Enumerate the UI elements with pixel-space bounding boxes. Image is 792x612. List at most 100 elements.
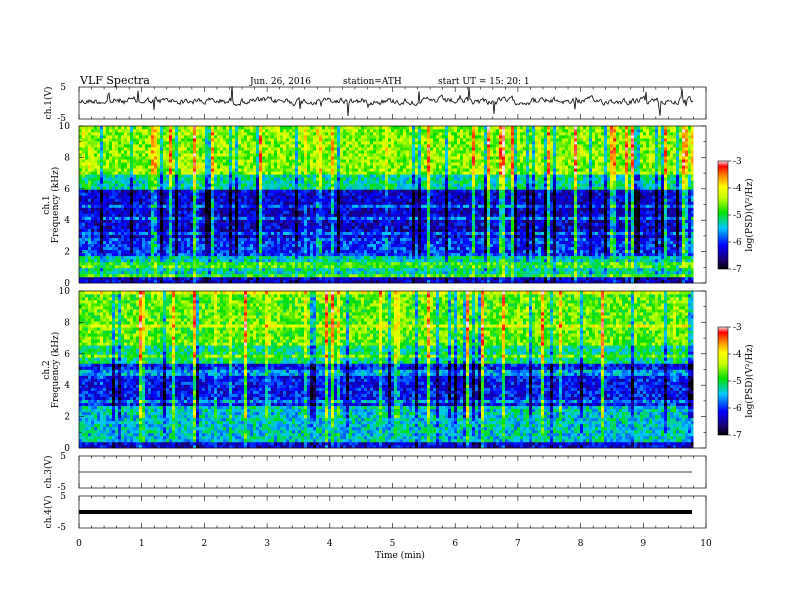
spectrogram-cell (589, 240, 592, 245)
spectrogram-cell (589, 255, 592, 260)
spectrogram-cell (664, 264, 667, 269)
spectrogram-cell (289, 270, 292, 275)
spectrogram-cell (166, 234, 169, 239)
spectrogram-cell (502, 261, 505, 266)
spectrogram-cell (655, 252, 658, 257)
spectrogram-cell (364, 222, 367, 226)
spectrogram-cell (199, 243, 202, 248)
spectrogram-cell (628, 249, 631, 254)
spectrogram-cell (406, 261, 409, 266)
spectrogram-cell (550, 240, 553, 245)
spectrogram-cell (550, 237, 553, 242)
spectrogram-cell (652, 261, 655, 266)
spectrogram-cell (508, 258, 511, 263)
spectrogram-cell (172, 249, 175, 254)
spectrogram-cell (124, 264, 127, 269)
spectrogram-cell (466, 249, 469, 254)
spectrogram-cell (445, 273, 448, 278)
spectrogram-cell (145, 210, 148, 214)
spectrogram-cell (202, 210, 205, 214)
spectrogram-cell (202, 240, 205, 245)
spectrogram-cell (169, 237, 172, 242)
spectrogram-cell (415, 216, 418, 220)
spectrogram-cell (532, 216, 535, 220)
spectrogram-cell (316, 243, 319, 248)
spectrogram-cell (400, 243, 403, 248)
spectrogram-cell (400, 225, 403, 229)
spectrogram-cell (463, 237, 466, 242)
spectrogram-cell (463, 255, 466, 260)
spectrogram-cell (550, 234, 553, 239)
spectrogram-cell (577, 246, 580, 251)
spectrogram-cell (442, 258, 445, 263)
spectrogram-cell (163, 279, 166, 284)
spectrogram-cell (415, 213, 418, 217)
spectrogram-cell (136, 255, 139, 260)
spectrogram-cell (547, 213, 550, 217)
spectrogram-cell (100, 252, 103, 257)
spectrogram-cell (460, 273, 463, 278)
spectrogram-cell (595, 267, 598, 272)
spectrogram-cell (460, 276, 463, 281)
spectrogram-cell (286, 273, 289, 278)
spectrogram-cell (442, 279, 445, 284)
spectrogram-cell (604, 252, 607, 257)
spectrogram-cell (511, 258, 514, 263)
spectrogram-cell (640, 252, 643, 257)
spectrogram-cell (82, 273, 85, 278)
spectrogram-cell (496, 237, 499, 242)
spectrogram-cell (625, 279, 628, 284)
spectrogram-cell (466, 219, 469, 223)
spectrogram-cell (535, 231, 538, 235)
spectrogram-cell (580, 219, 583, 223)
spectrogram-cell (82, 246, 85, 251)
spectrogram-cell (343, 276, 346, 281)
spectrogram-cell (103, 234, 106, 239)
spectrogram-cell (121, 234, 124, 239)
spectrogram-cell (454, 231, 457, 235)
spectrogram-cell (460, 255, 463, 260)
spectrogram-cell (523, 267, 526, 272)
spectrogram-cell (322, 234, 325, 239)
spectrogram-cell (412, 213, 415, 217)
spectrogram-cell (88, 261, 91, 266)
spectrogram-cell (448, 225, 451, 229)
spectrogram-cell (364, 261, 367, 266)
spectrogram-cell (160, 264, 163, 269)
spectrogram-cell (442, 246, 445, 251)
spectrogram-cell (94, 267, 97, 272)
spectrogram-cell (604, 240, 607, 245)
spectrogram-cell (613, 237, 616, 242)
spectrogram-cell (337, 261, 340, 266)
spectrogram-cell (229, 210, 232, 214)
spectrogram-cell (613, 264, 616, 269)
spectrogram-cell (247, 210, 250, 214)
spectrogram-cell (229, 258, 232, 263)
spectrogram-cell (385, 243, 388, 248)
spectrogram-cell (616, 237, 619, 242)
spectrogram-cell (91, 225, 94, 229)
spectrogram-cell (664, 216, 667, 220)
spectrogram-cell (475, 228, 478, 232)
spectrogram-cell (544, 255, 547, 260)
spectrogram-cell (238, 273, 241, 278)
spectrogram-cell (304, 249, 307, 254)
spectrogram-cell (385, 219, 388, 223)
spectrogram-cell (535, 222, 538, 226)
spectrogram-cell (400, 240, 403, 245)
spectrogram-cell (82, 228, 85, 232)
spectrogram-cell (592, 276, 595, 281)
spectrogram-cell (379, 237, 382, 242)
spectrogram-cell (322, 228, 325, 232)
spectrogram-cell (436, 270, 439, 275)
spectrogram-cell (427, 270, 430, 275)
spectrogram-cell (427, 228, 430, 232)
spectrogram-cell (163, 276, 166, 281)
spectrogram-cell (340, 219, 343, 223)
spectrogram-cell (205, 270, 208, 275)
spectrogram-cell (169, 213, 172, 217)
spectrogram-cell (442, 225, 445, 229)
spectrogram-cell (199, 249, 202, 254)
spectrogram-cell (316, 267, 319, 272)
spectrogram-cell (295, 246, 298, 251)
